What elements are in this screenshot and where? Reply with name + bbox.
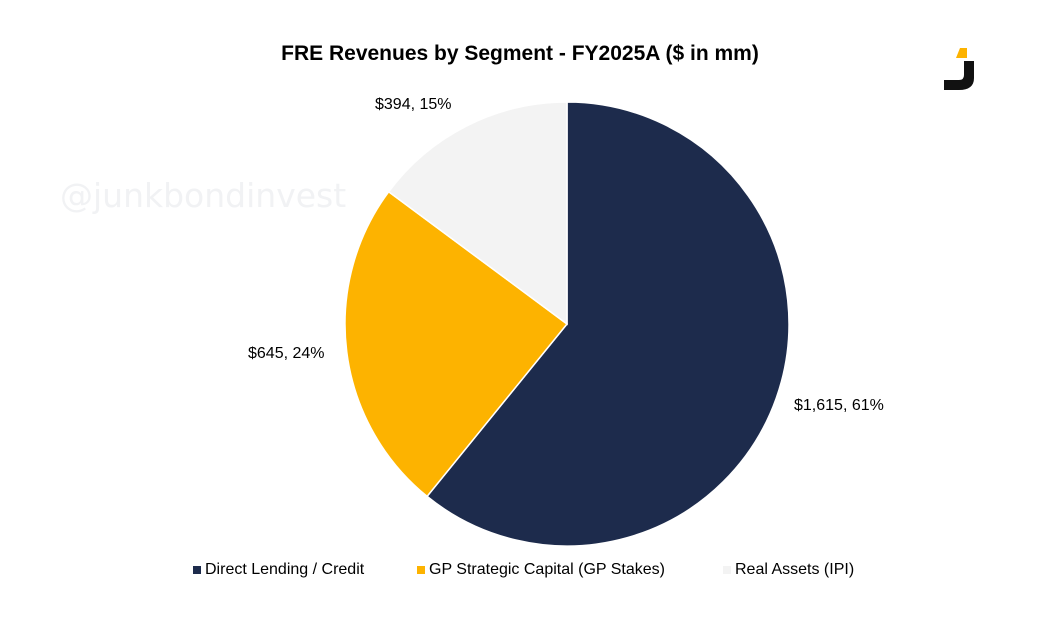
legend-swatch-gp-stakes — [417, 566, 425, 574]
legend-label-gp-stakes: GP Strategic Capital (GP Stakes) — [429, 561, 665, 578]
pie-slice-real-assets — [387, 101, 568, 326]
legend-item-real-assets: Real Assets (IPI) — [723, 561, 854, 579]
legend-swatch-direct-lending — [193, 566, 201, 574]
data-label-direct-lending: $1,615, 61% — [794, 397, 884, 414]
legend-label-real-assets: Real Assets (IPI) — [735, 561, 855, 578]
j-logo-icon — [944, 48, 974, 90]
legend-item-gp-stakes: GP Strategic Capital (GP Stakes) — [417, 561, 665, 579]
logo-accent-mark — [956, 48, 967, 58]
pie-slice-gp-stakes — [344, 190, 569, 498]
chart-legend: Direct Lending / Credit GP Strategic Cap… — [0, 561, 1040, 581]
chart-title: FRE Revenues by Segment - FY2025A ($ in … — [281, 42, 759, 65]
watermark-text: @junkbondinvest — [60, 176, 347, 215]
legend-item-direct-lending: Direct Lending / Credit — [193, 561, 364, 579]
pie-slice-direct-lending — [426, 101, 790, 547]
data-label-real-assets: $394, 15% — [375, 96, 452, 113]
data-label-gp-stakes: $645, 24% — [248, 345, 325, 362]
legend-label-direct-lending: Direct Lending / Credit — [205, 561, 365, 578]
legend-swatch-real-assets — [723, 566, 731, 574]
logo-j-stroke — [944, 61, 974, 90]
